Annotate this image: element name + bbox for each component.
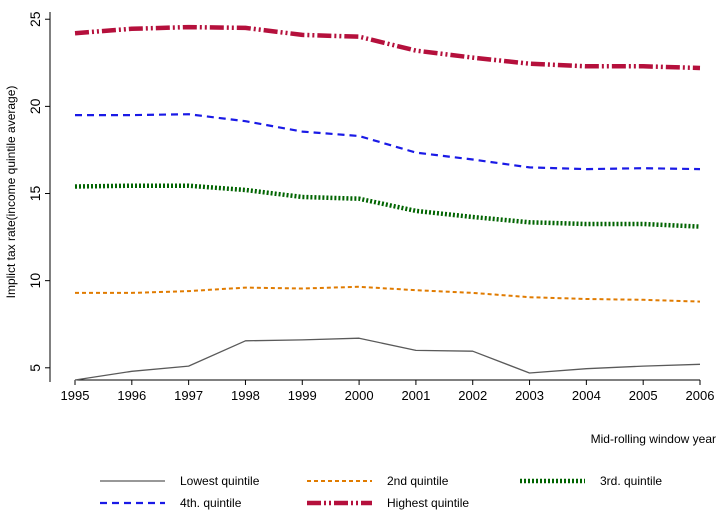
legend: Lowest quintile 2nd quintile 3rd. quintile… [100,474,662,510]
legend-label: 4th. quintile [180,496,242,510]
legend-item: 2nd quintile [307,474,449,488]
legend-label: 3rd. quintile [600,474,662,488]
x-tick-label: 2003 [515,388,544,403]
x-tick-label: 2000 [345,388,374,403]
x-tick-label: 2002 [458,388,487,403]
x-tick-label: 2001 [401,388,430,403]
series-line [75,285,701,303]
legend-label: 2nd quintile [387,474,449,488]
y-tick-label: 5 [27,364,43,372]
legend-item: 3rd. quintile [520,474,662,488]
series-line [75,113,701,171]
series-line [74,337,701,381]
legend-item: 4th. quintile [100,496,242,510]
y-axis-title: Implict tax rate(income quintile average… [4,86,18,299]
series-layer [74,24,701,381]
legend-item: Highest quintile [307,496,469,510]
series-line [74,24,701,71]
y-tick-label: 15 [27,186,43,202]
x-tick-label: 1997 [174,388,203,403]
legend-label: Highest quintile [387,496,469,510]
y-tick-label: 10 [27,273,43,289]
y-tick-label: 20 [27,98,43,114]
x-tick-label: 1999 [288,388,317,403]
y-tick-label: 25 [27,11,43,27]
x-tick-label: 1995 [61,388,90,403]
series-line [74,183,701,229]
x-tick-label: 1998 [231,388,260,403]
x-tick-label: 1996 [117,388,146,403]
x-tick-label: 2006 [686,388,715,403]
x-tick-label: 2005 [629,388,658,403]
x-tick-label: 2004 [572,388,601,403]
axes: 1995 1996 1997 1998 1999 2000 2001 2002 2003 2004… [27,11,714,403]
legend-label: Lowest quintile [180,474,260,488]
x-axis-title: Mid-rolling window year [591,432,716,446]
legend-item: Lowest quintile [100,474,260,488]
